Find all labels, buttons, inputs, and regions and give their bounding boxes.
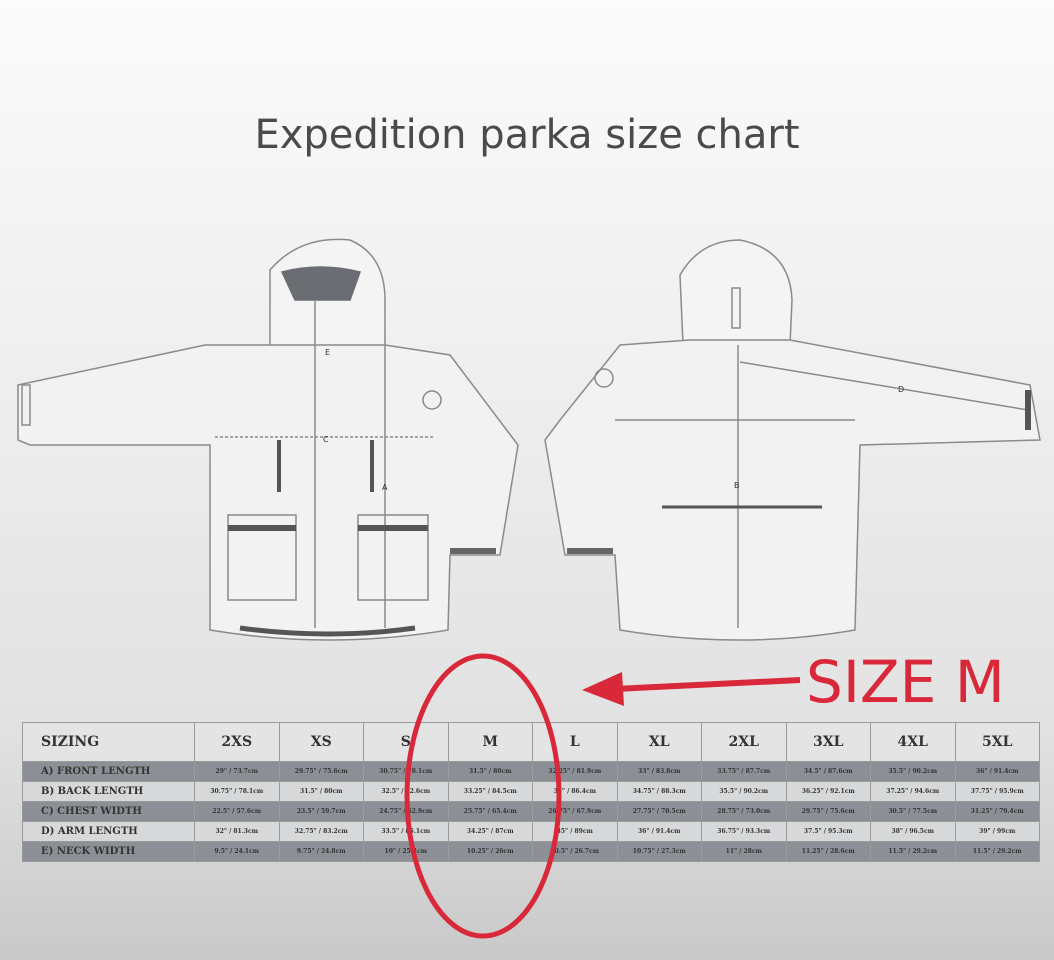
page-title: Expedition parka size chart — [254, 112, 800, 158]
size-value-cell: 35" / 89cm — [532, 821, 618, 842]
table-header-row: SIZING 2XS XS S M L XL 2XL 3XL 4XL 5XL — [22, 722, 1040, 762]
front-jacket-illustration: E C A — [17, 238, 519, 641]
label-a: A — [382, 483, 388, 492]
header-cell: 2XL — [701, 722, 787, 762]
size-value-cell: 30.75" / 78.1cm — [363, 761, 449, 782]
size-value-cell: 26.75" / 67.9cm — [532, 801, 618, 822]
size-value-cell: 34.25" / 87cm — [447, 821, 533, 842]
row-label: A) FRONT LENGTH — [22, 761, 195, 782]
size-value-cell: 36.25" / 92.1cm — [785, 781, 871, 802]
table-row: C) CHEST WIDTH 22.5" / 57.6cm 23.5" / 59.7… — [22, 801, 1040, 822]
size-value-cell: 30.75" / 78.1cm — [194, 781, 280, 802]
size-value-cell: 38" / 96.5cm — [870, 821, 956, 842]
size-value-cell: 32" / 81.3cm — [194, 821, 280, 842]
size-value-cell: 37.5" / 95.3cm — [785, 821, 871, 842]
label-b: B — [734, 481, 740, 490]
table-row: D) ARM LENGTH 32" / 81.3cm 32.75" / 83.2cm… — [22, 821, 1040, 842]
size-value-cell: 31.25" / 79.4cm — [954, 801, 1040, 822]
header-cell: 2XS — [194, 722, 280, 762]
size-table: SIZING 2XS XS S M L XL 2XL 3XL 4XL 5XL A… — [22, 722, 1040, 862]
header-cell: 4XL — [870, 722, 956, 762]
size-value-cell: 32.5" / 82.6cm — [363, 781, 449, 802]
header-cell: SIZING — [22, 722, 195, 762]
size-value-cell: 35.5" / 90.2cm — [870, 761, 956, 782]
header-cell: 3XL — [785, 722, 871, 762]
size-value-cell: 34.75" / 88.3cm — [616, 781, 702, 802]
size-value-cell: 31.5" / 80cm — [447, 761, 533, 782]
size-value-cell: 10.25" / 26cm — [447, 841, 533, 862]
size-value-cell: 32.75" / 83.2cm — [278, 821, 364, 842]
row-label: B) BACK LENGTH — [22, 781, 195, 802]
table-row: E) NECK WIDTH 9.5" / 24.1cm 9.75" / 24.8cm… — [22, 841, 1040, 862]
header-cell: XS — [278, 722, 364, 762]
size-value-cell: 22.5" / 57.6cm — [194, 801, 280, 822]
jacket-diagram: E C A B D — [17, 238, 1041, 641]
row-label: C) CHEST WIDTH — [22, 801, 195, 822]
size-value-cell: 28.75" / 73.0cm — [701, 801, 787, 822]
size-value-cell: 9.5" / 24.1cm — [194, 841, 280, 862]
size-value-cell: 30.5" / 77.5cm — [870, 801, 956, 822]
label-c: C — [323, 435, 329, 444]
size-value-cell: 10.5" / 26.7cm — [532, 841, 618, 862]
header-cell: M — [447, 722, 533, 762]
size-value-cell: 36" / 91.4cm — [616, 821, 702, 842]
size-value-cell: 11" / 28cm — [701, 841, 787, 862]
label-e: E — [325, 348, 330, 357]
size-value-cell: 9.75" / 24.8cm — [278, 841, 364, 862]
row-label: E) NECK WIDTH — [22, 841, 195, 862]
row-label: D) ARM LENGTH — [22, 821, 195, 842]
header-cell: L — [532, 722, 618, 762]
size-value-cell: 33" / 83.8cm — [616, 761, 702, 782]
size-value-cell: 29" / 73.7cm — [194, 761, 280, 782]
size-value-cell: 37.75" / 95.9cm — [954, 781, 1040, 802]
size-value-cell: 11.5" / 29.2cm — [954, 841, 1040, 862]
size-value-cell: 10.75" / 27.3cm — [616, 841, 702, 862]
header-cell: XL — [616, 722, 702, 762]
size-callout: SIZE M — [806, 648, 1005, 716]
size-value-cell: 34.5" / 87.6cm — [785, 761, 871, 782]
size-value-cell: 33.25" / 84.5cm — [447, 781, 533, 802]
size-value-cell: 32.25" / 81.9cm — [532, 761, 618, 782]
back-jacket-illustration: B D — [544, 239, 1041, 641]
table-row: B) BACK LENGTH 30.75" / 78.1cm 31.5" / 80c… — [22, 781, 1040, 802]
size-value-cell: 29.75" / 75.6cm — [785, 801, 871, 822]
size-value-cell: 39" / 99cm — [954, 821, 1040, 842]
size-value-cell: 36" / 91.4cm — [954, 761, 1040, 782]
size-value-cell: 11.25" / 28.6cm — [785, 841, 871, 862]
table-row: A) FRONT LENGTH 29" / 73.7cm 29.75" / 75.6… — [22, 761, 1040, 782]
size-value-cell: 33.5" / 85.1cm — [363, 821, 449, 842]
size-value-cell: 36.75" / 93.3cm — [701, 821, 787, 842]
size-value-cell: 34" / 86.4cm — [532, 781, 618, 802]
size-value-cell: 23.5" / 59.7cm — [278, 801, 364, 822]
size-value-cell: 33.75" / 87.7cm — [701, 761, 787, 782]
size-value-cell: 10" / 25.4cm — [363, 841, 449, 862]
size-value-cell: 25.75" / 65.4cm — [447, 801, 533, 822]
size-value-cell: 29.75" / 75.6cm — [278, 761, 364, 782]
size-value-cell: 31.5" / 80cm — [278, 781, 364, 802]
size-value-cell: 11.5" / 29.2cm — [870, 841, 956, 862]
label-d: D — [898, 385, 904, 394]
header-cell: S — [363, 722, 449, 762]
size-value-cell: 24.75" / 62.9cm — [363, 801, 449, 822]
size-value-cell: 27.75" / 70.5cm — [616, 801, 702, 822]
size-value-cell: 35.5" / 90.2cm — [701, 781, 787, 802]
size-value-cell: 37.25" / 94.6cm — [870, 781, 956, 802]
header-cell: 5XL — [954, 722, 1040, 762]
